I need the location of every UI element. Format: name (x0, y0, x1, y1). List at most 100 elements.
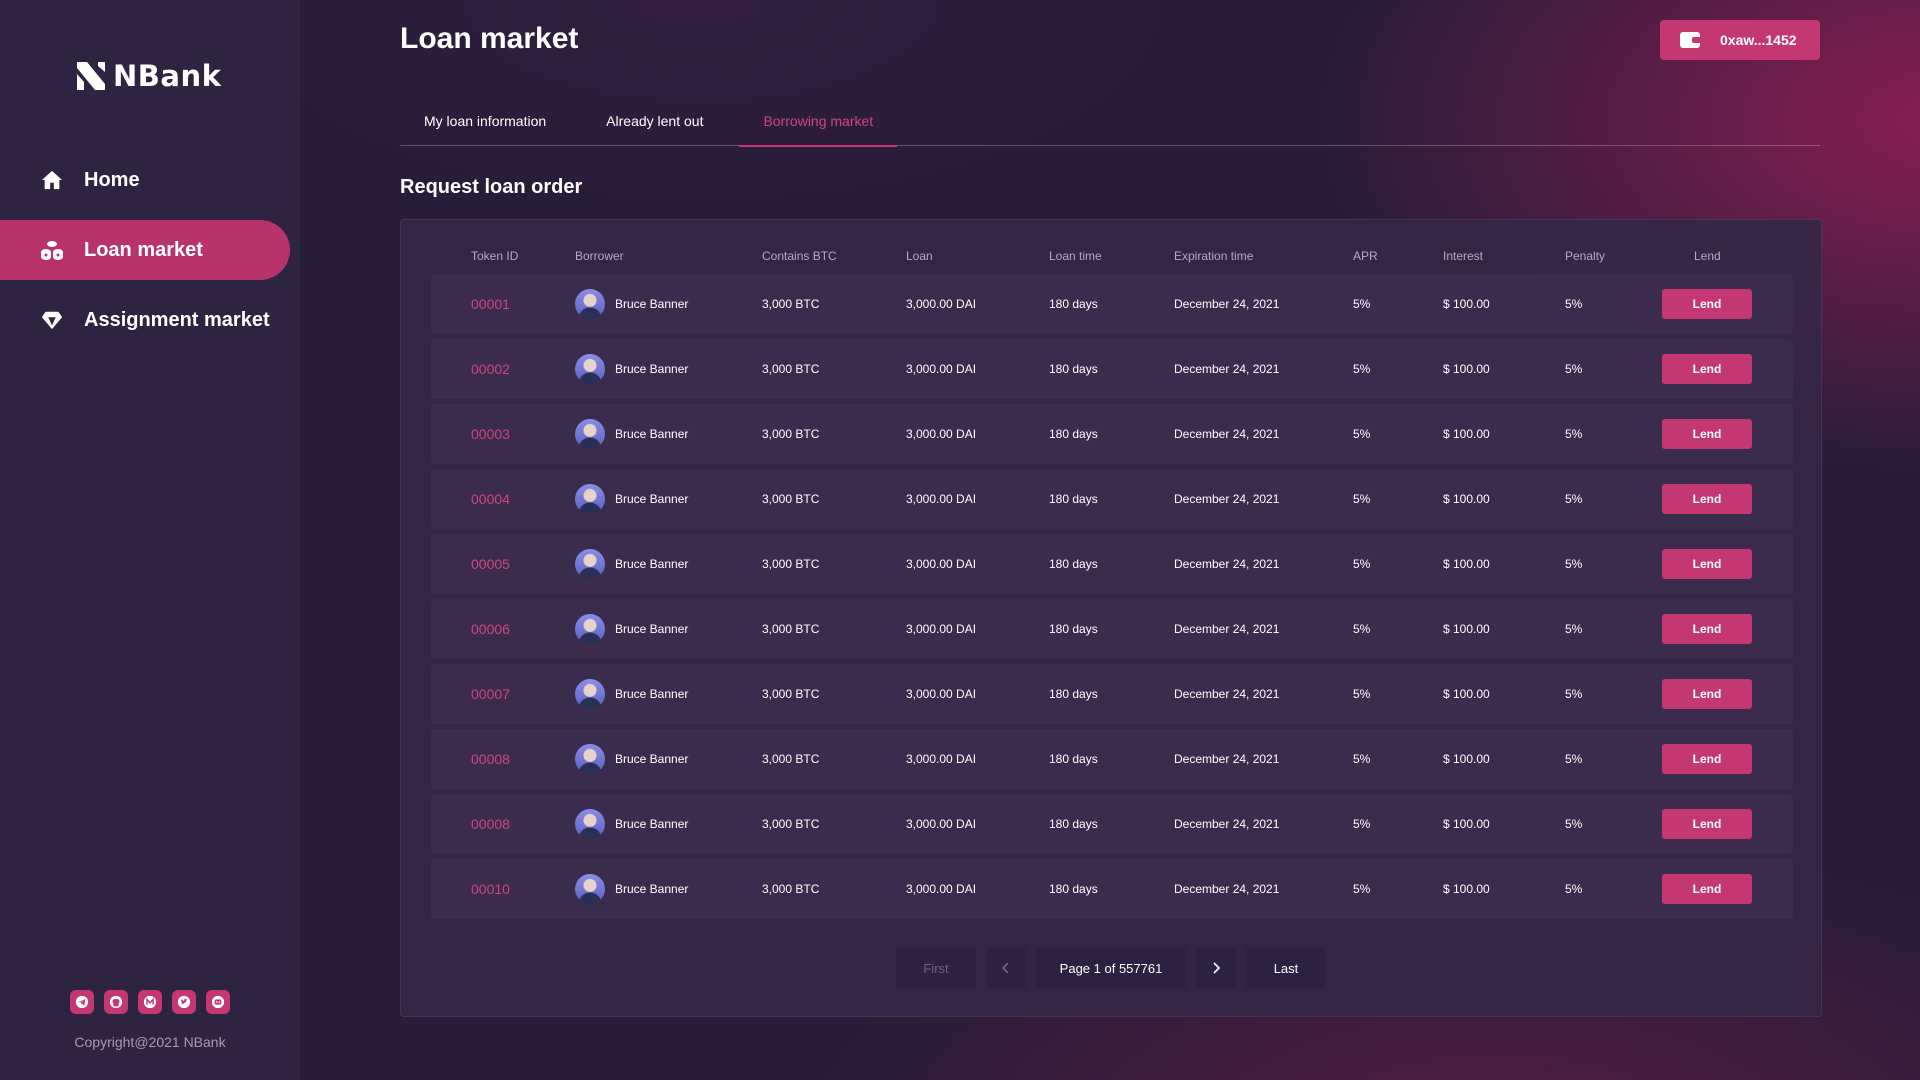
lend-button[interactable]: Lend (1662, 354, 1752, 384)
lend-button[interactable]: Lend (1662, 484, 1752, 514)
borrower-cell: Bruce Banner (575, 274, 688, 334)
penalty-cell: 5% (1565, 752, 1583, 766)
token-id-link[interactable]: 00010 (471, 881, 510, 897)
apr-cell: 5% (1353, 687, 1371, 701)
loan-cell: 3,000.00 DAI (906, 492, 977, 506)
lend-button[interactable]: Lend (1662, 874, 1752, 904)
borrower-cell: Bruce Banner (575, 469, 688, 529)
token-id-link[interactable]: 00006 (471, 621, 510, 637)
expiration-cell: December 24, 2021 (1174, 817, 1280, 831)
contains-btc-cell: 3,000 BTC (762, 622, 820, 636)
sidebar-item-assignment-market[interactable]: Assignment market (0, 290, 290, 350)
token-id-link[interactable]: 00004 (471, 491, 510, 507)
sidebar: NBank Home L (0, 0, 300, 1080)
pagination: First Page 1 of 557761 Last (401, 948, 1821, 988)
home-icon (40, 168, 64, 192)
penalty-cell: 5% (1565, 297, 1583, 311)
table-row: 00010 Bruce Banner 3,000 BTC 3,000.00 DA… (431, 859, 1793, 919)
borrower-name: Bruce Banner (615, 687, 689, 701)
loan-cell: 3,000.00 DAI (906, 622, 977, 636)
lend-button[interactable]: Lend (1662, 549, 1752, 579)
apr-cell: 5% (1353, 492, 1371, 506)
chevron-left-icon (1001, 962, 1009, 974)
sidebar-item-label: Loan market (84, 238, 203, 261)
github-icon[interactable] (104, 990, 128, 1014)
loan-table-panel: Token ID Borrower Contains BTC Loan Loan… (400, 219, 1822, 1017)
token-id-link[interactable]: 00005 (471, 556, 510, 572)
expiration-cell: December 24, 2021 (1174, 492, 1280, 506)
expiration-cell: December 24, 2021 (1174, 427, 1280, 441)
last-page-button[interactable]: Last (1246, 948, 1326, 988)
loan-cell: 3,000.00 DAI (906, 882, 977, 896)
sidebar-item-home[interactable]: Home (0, 150, 290, 210)
next-page-button[interactable] (1196, 948, 1236, 988)
tab-borrowing-market[interactable]: Borrowing market (739, 96, 897, 147)
lend-cell: Lend (1662, 274, 1752, 334)
coins-icon (40, 238, 64, 262)
sidebar-item-loan-market[interactable]: Loan market (0, 220, 290, 280)
tab-my-loan-information[interactable]: My loan information (424, 113, 547, 129)
telegram-icon[interactable] (70, 990, 94, 1014)
tab-already-lent-out[interactable]: Already lent out (606, 113, 704, 129)
column-header-lend: Lend (1694, 249, 1721, 263)
interest-cell: $ 100.00 (1443, 362, 1490, 376)
lend-button[interactable]: Lend (1662, 679, 1752, 709)
lend-button[interactable]: Lend (1662, 289, 1752, 319)
token-id-link[interactable]: 00002 (471, 361, 510, 377)
expiration-cell: December 24, 2021 (1174, 752, 1280, 766)
token-id-link[interactable]: 00003 (471, 426, 510, 442)
table-row: 00004 Bruce Banner 3,000 BTC 3,000.00 DA… (431, 469, 1793, 529)
table-row: 00008 Bruce Banner 3,000 BTC 3,000.00 DA… (431, 794, 1793, 854)
contains-btc-cell: 3,000 BTC (762, 817, 820, 831)
penalty-cell: 5% (1565, 687, 1583, 701)
prev-page-button[interactable] (986, 948, 1026, 988)
contains-btc-cell: 3,000 BTC (762, 882, 820, 896)
logo[interactable]: NBank (75, 58, 221, 94)
lend-button[interactable]: Lend (1662, 419, 1752, 449)
borrower-cell: Bruce Banner (575, 339, 688, 399)
diamond-icon (40, 308, 64, 332)
avatar (575, 484, 605, 514)
apr-cell: 5% (1353, 882, 1371, 896)
borrower-name: Bruce Banner (615, 297, 689, 311)
token-id-link[interactable]: 00008 (471, 816, 510, 832)
column-header-penalty: Penalty (1565, 249, 1606, 263)
interest-cell: $ 100.00 (1443, 882, 1490, 896)
token-id-link[interactable]: 00001 (471, 296, 510, 312)
table-header: Token ID Borrower Contains BTC Loan Loan… (431, 246, 1793, 266)
lend-button[interactable]: Lend (1662, 744, 1752, 774)
wallet-icon (1680, 32, 1700, 48)
borrower-name: Bruce Banner (615, 362, 689, 376)
lend-button[interactable]: Lend (1662, 809, 1752, 839)
loan-time-cell: 180 days (1049, 557, 1098, 571)
lend-cell: Lend (1662, 664, 1752, 724)
discord-icon[interactable] (206, 990, 230, 1014)
borrower-name: Bruce Banner (615, 817, 689, 831)
interest-cell: $ 100.00 (1443, 752, 1490, 766)
copyright: Copyright@2021 NBank (74, 1034, 226, 1050)
lend-cell: Lend (1662, 794, 1752, 854)
logo-mark-icon (77, 62, 105, 90)
interest-cell: $ 100.00 (1443, 687, 1490, 701)
first-page-button[interactable]: First (896, 948, 976, 988)
column-header-borrower: Borrower (575, 249, 624, 263)
column-header-expiration-time: Expiration time (1174, 249, 1254, 263)
token-id-link[interactable]: 00007 (471, 686, 510, 702)
penalty-cell: 5% (1565, 622, 1583, 636)
interest-cell: $ 100.00 (1443, 622, 1490, 636)
contains-btc-cell: 3,000 BTC (762, 492, 820, 506)
wallet-button[interactable]: 0xaw...1452 (1660, 20, 1820, 60)
twitter-icon[interactable] (172, 990, 196, 1014)
token-id-link[interactable]: 00008 (471, 751, 510, 767)
borrower-cell: Bruce Banner (575, 794, 688, 854)
lend-cell: Lend (1662, 534, 1752, 594)
table-row: 00001 Bruce Banner 3,000 BTC 3,000.00 DA… (431, 274, 1793, 334)
apr-cell: 5% (1353, 362, 1371, 376)
lend-button[interactable]: Lend (1662, 614, 1752, 644)
column-header-loan-time: Loan time (1049, 249, 1102, 263)
medium-icon[interactable] (138, 990, 162, 1014)
table-row: 00002 Bruce Banner 3,000 BTC 3,000.00 DA… (431, 339, 1793, 399)
expiration-cell: December 24, 2021 (1174, 687, 1280, 701)
expiration-cell: December 24, 2021 (1174, 882, 1280, 896)
loan-time-cell: 180 days (1049, 817, 1098, 831)
